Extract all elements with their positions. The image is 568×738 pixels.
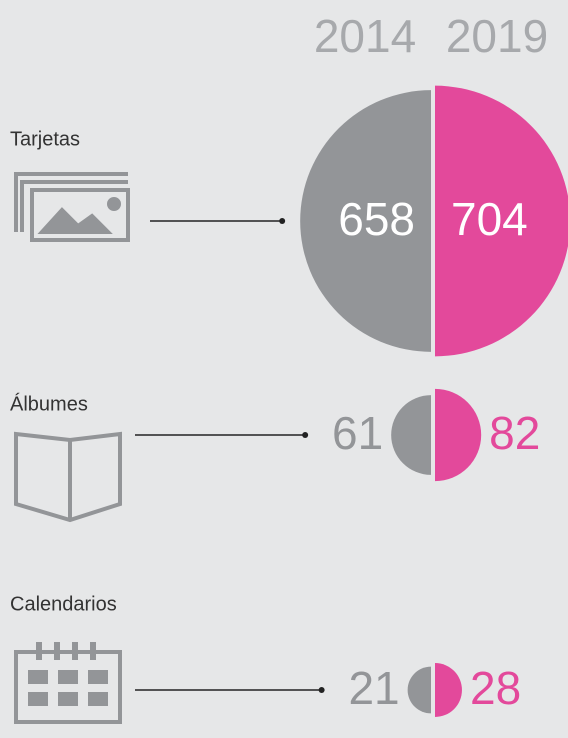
half-circle-2014 [300,90,431,352]
value-label: 28 [470,662,521,714]
half-circle-2014 [407,666,431,714]
value-label: 61 [332,407,383,459]
calendar-icon [14,642,122,724]
half-circle-2019 [435,663,462,717]
legend-2019: 2019 [446,10,548,62]
connector-dot [302,432,309,438]
connector-dot [318,687,325,693]
connector-dot [279,218,286,224]
half-circle-2019 [435,388,482,482]
category-label: Calendarios [10,593,117,615]
book-icon [14,431,122,523]
cards-icon [14,172,130,242]
half-circle-2014 [391,395,431,475]
value-label: 82 [489,407,540,459]
half-circle-2019 [435,85,568,357]
legend-2014: 2014 [314,10,416,62]
value-label: 658 [338,193,415,245]
value-label: 21 [348,662,399,714]
category-label: Tarjetas [10,128,80,150]
category-label: Álbumes [10,392,88,415]
value-label: 704 [451,193,528,245]
